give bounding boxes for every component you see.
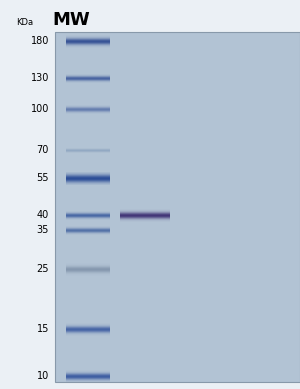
Text: 15: 15 xyxy=(37,324,49,334)
Text: 70: 70 xyxy=(37,145,49,155)
Text: 10: 10 xyxy=(37,371,49,381)
Text: MW: MW xyxy=(52,11,90,29)
Text: KDa: KDa xyxy=(16,18,33,26)
Text: 25: 25 xyxy=(37,264,49,274)
Text: 35: 35 xyxy=(37,225,49,235)
Text: 130: 130 xyxy=(31,73,49,83)
Text: 100: 100 xyxy=(31,104,49,114)
Bar xyxy=(55,32,300,382)
Text: 180: 180 xyxy=(31,36,49,46)
Text: 40: 40 xyxy=(37,210,49,220)
Text: 55: 55 xyxy=(37,173,49,183)
